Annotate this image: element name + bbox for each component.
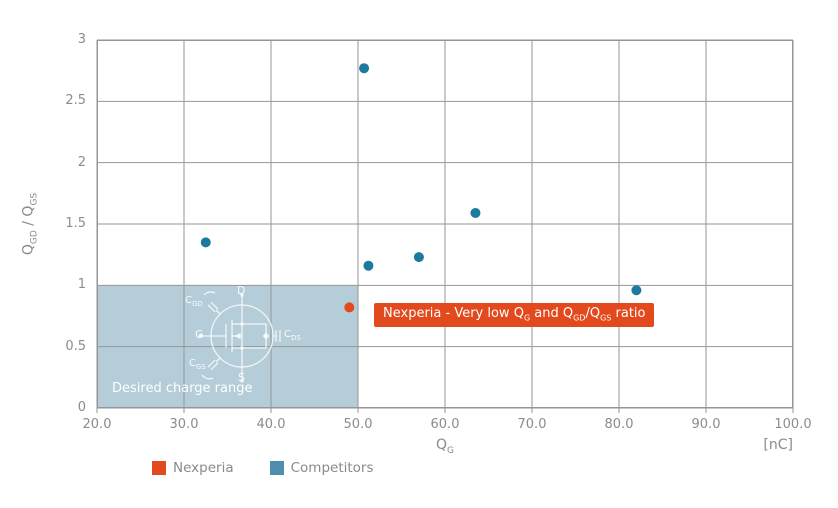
legend-item-competitors: Competitors xyxy=(269,460,374,476)
y-tick-label: 2.5 xyxy=(65,93,86,109)
drain-terminal-label: D xyxy=(237,284,246,297)
y-tick-label: 0.5 xyxy=(65,338,86,354)
x-tick-label: 40.0 xyxy=(256,417,286,432)
x-tick-label: 50.0 xyxy=(343,417,373,432)
x-tick-label: 80.0 xyxy=(604,417,634,432)
plot-canvas xyxy=(96,39,794,413)
x-tick-label: 60.0 xyxy=(430,417,460,432)
y-tick-label: 1 xyxy=(77,277,86,293)
x-tick-label: 70.0 xyxy=(517,417,547,432)
legend-label: Nexperia xyxy=(173,460,234,476)
y-axis-title: QGD / QGS xyxy=(20,192,40,256)
cgd-capacitance-label: CGD xyxy=(185,295,203,308)
x-tick-label: 100.0 xyxy=(774,417,812,432)
x-tick-label: 90.0 xyxy=(691,417,721,432)
legend-item-nexperia: Nexperia xyxy=(152,460,234,476)
y-tick-label: 1.5 xyxy=(65,216,86,231)
x-axis-title: QG xyxy=(435,437,454,456)
legend-label: Competitors xyxy=(290,460,374,476)
desired-charge-range-label: Desired charge range xyxy=(112,381,253,396)
x-axis-unit: [nC] xyxy=(763,437,793,453)
gate-terminal-label: G xyxy=(195,328,204,341)
x-tick-label: 30.0 xyxy=(169,417,199,432)
y-tick-label: 2 xyxy=(77,154,86,170)
source-terminal-label: S xyxy=(238,371,245,384)
x-tick-label: 20.0 xyxy=(82,417,112,432)
y-tick-label: 0 xyxy=(77,400,86,415)
nexperia-swatch-icon xyxy=(152,461,166,475)
plot-area: D S G CGD CDS CGS Desired charge range N… xyxy=(96,39,794,413)
nexperia-annotation: Nexperia - Very low QG and QGD/QGS ratio xyxy=(374,303,655,327)
y-tick-label: 3 xyxy=(77,32,86,47)
legend: Nexperia Competitors xyxy=(152,460,374,476)
cgs-capacitance-label: CGS xyxy=(189,358,206,371)
mosfet-capacitance-diagram-icon xyxy=(198,291,281,383)
competitors-swatch-icon xyxy=(269,461,284,475)
cds-capacitance-label: CDS xyxy=(284,329,301,342)
